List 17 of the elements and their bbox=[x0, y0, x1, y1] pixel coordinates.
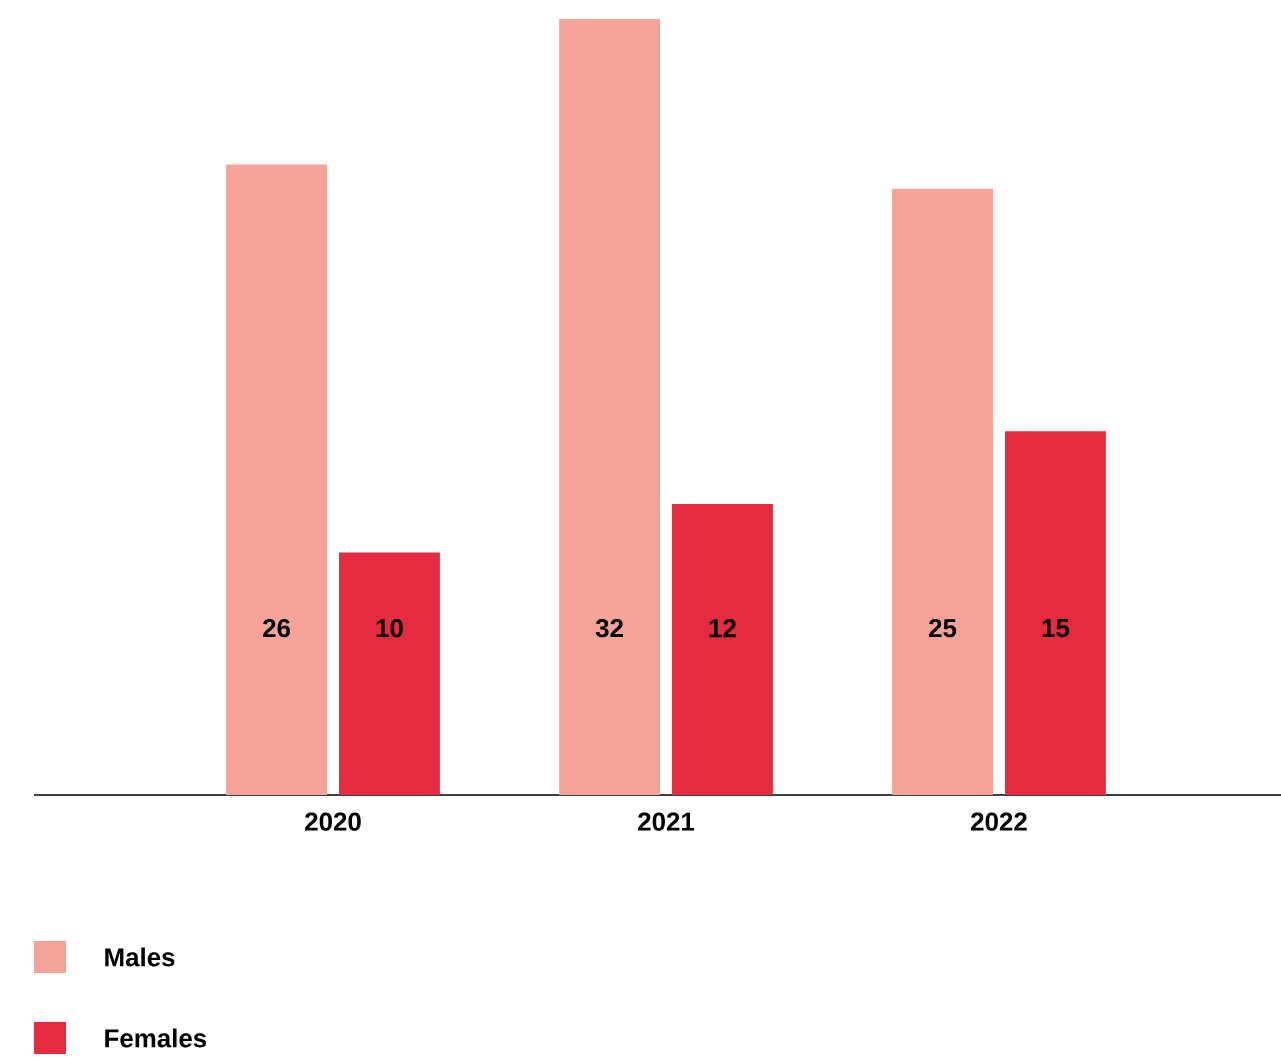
legend-label: Males bbox=[105, 947, 175, 967]
bar bbox=[892, 188, 993, 795]
x-tick-label: 2020 bbox=[305, 812, 361, 831]
data-label: 10 bbox=[376, 618, 403, 638]
x-tick-label: 2021 bbox=[638, 812, 695, 831]
data-label: 25 bbox=[929, 618, 957, 638]
data-label: 12 bbox=[709, 619, 736, 638]
bar bbox=[1004, 431, 1106, 795]
legend-label: Females bbox=[105, 1028, 207, 1048]
bar bbox=[226, 164, 328, 795]
bar bbox=[672, 503, 773, 795]
bar bbox=[339, 552, 440, 795]
data-label: 32 bbox=[595, 618, 623, 638]
bar bbox=[559, 18, 661, 795]
x-tick-label: 2022 bbox=[971, 812, 1027, 831]
data-label: 26 bbox=[263, 618, 291, 638]
data-label: 15 bbox=[1042, 619, 1070, 638]
